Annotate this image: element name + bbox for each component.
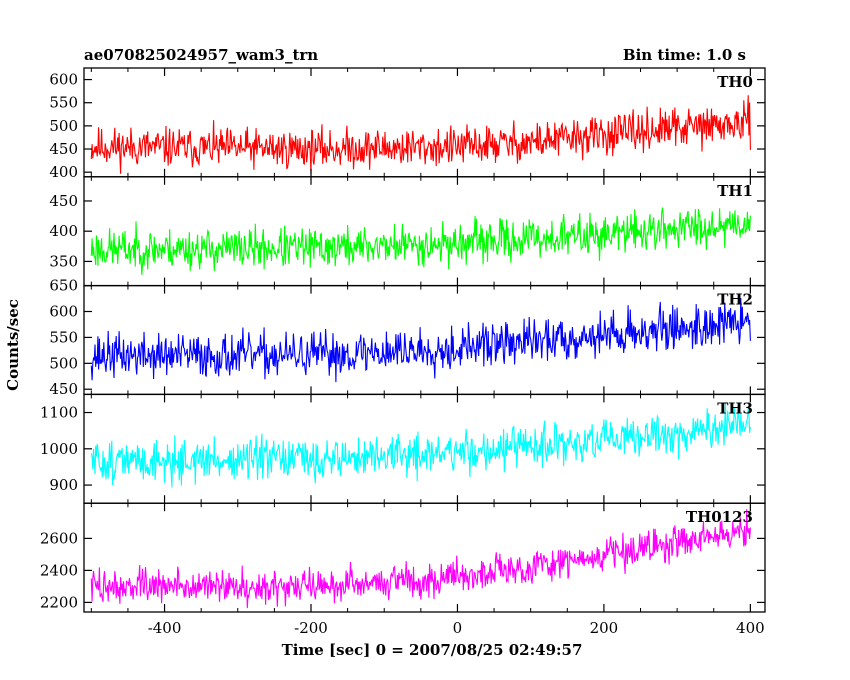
x-axis-label: Time [sec] 0 = 2007/08/25 02:49:57 bbox=[282, 641, 583, 659]
panel-th1: 350 400 450 TH1 bbox=[49, 176, 766, 287]
y-tick-label: 2600 bbox=[40, 529, 78, 547]
y-tick-label: 1100 bbox=[40, 404, 78, 422]
panel-th0: 400 450 500 550 600 TH0 bbox=[49, 67, 766, 181]
bin-time-label: Bin time: 1.0 s bbox=[623, 46, 746, 64]
y-tick-label: 900 bbox=[49, 476, 78, 494]
y-tick-label: 450 bbox=[49, 140, 78, 158]
x-tick-label: -200 bbox=[294, 619, 328, 637]
y-tick-label: 650 bbox=[49, 277, 78, 295]
y-tick-label: 450 bbox=[49, 380, 78, 398]
y-tick-label: 400 bbox=[49, 222, 78, 240]
x-tick-label: -400 bbox=[148, 619, 182, 637]
y-tick-label: 500 bbox=[49, 117, 78, 135]
panel-frame bbox=[83, 502, 766, 613]
series-th3 bbox=[90, 402, 751, 488]
series-th0123 bbox=[90, 509, 751, 609]
panels-group: 400 450 500 550 600 TH0 350 400 450 TH1 450 500 550 6… bbox=[40, 67, 766, 613]
y-axis-label: Counts/sec bbox=[4, 299, 22, 391]
y-tick-label: 500 bbox=[49, 354, 78, 372]
panel-label-th0123: TH0123 bbox=[686, 508, 753, 526]
x-tick-label: 400 bbox=[736, 619, 765, 637]
y-tick-label: 550 bbox=[49, 328, 78, 346]
panel-frame bbox=[83, 284, 766, 396]
y-tick-label: 600 bbox=[49, 303, 78, 321]
panel-th3: 900 1000 1100 TH3 bbox=[40, 393, 766, 504]
panel-label-th3: TH3 bbox=[717, 399, 753, 417]
y-tick-label: 450 bbox=[49, 192, 78, 210]
panel-label-th2: TH2 bbox=[717, 291, 753, 309]
y-tick-label: 2200 bbox=[40, 593, 78, 611]
panel-th0123: 2200 2400 2600 TH0123 bbox=[40, 502, 766, 613]
panel-frame bbox=[83, 176, 766, 287]
panel-label-th0: TH0 bbox=[717, 73, 753, 91]
series-th1 bbox=[90, 207, 751, 276]
panel-frame bbox=[83, 393, 766, 504]
panel-th2: 450 500 550 600 650 TH2 bbox=[49, 277, 766, 398]
chart-title: ae070825024957_wam3_trn bbox=[84, 46, 318, 64]
x-axis: -400 -200 0 200 400 bbox=[148, 619, 765, 637]
y-tick-label: 550 bbox=[49, 94, 78, 112]
panel-label-th1: TH1 bbox=[717, 182, 753, 200]
series-th0 bbox=[90, 95, 751, 175]
series-th2 bbox=[90, 297, 751, 383]
x-tick-label: 0 bbox=[453, 619, 463, 637]
y-tick-label: 1000 bbox=[40, 440, 78, 458]
y-tick-label: 400 bbox=[49, 163, 78, 181]
x-tick-label: 200 bbox=[590, 619, 619, 637]
y-tick-label: 2400 bbox=[40, 561, 78, 579]
y-tick-label: 600 bbox=[49, 71, 78, 89]
y-tick-label: 350 bbox=[49, 252, 78, 270]
